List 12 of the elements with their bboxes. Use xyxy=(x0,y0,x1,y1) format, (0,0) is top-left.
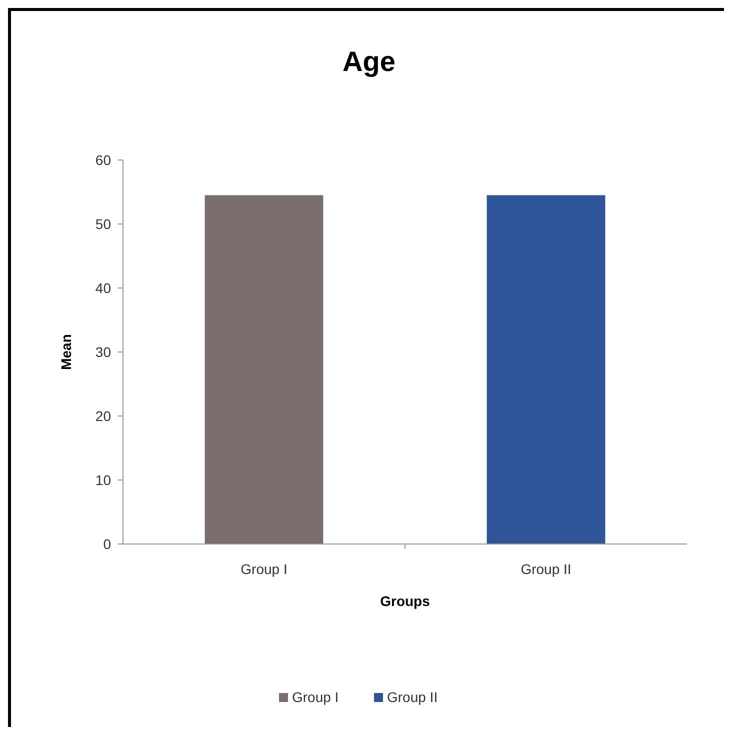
y-tick-label: 30 xyxy=(95,344,112,360)
y-tick-label: 40 xyxy=(95,280,112,296)
y-tick-label: 0 xyxy=(103,536,112,552)
y-tick-label: 60 xyxy=(95,152,112,168)
y-axis-title: Mean xyxy=(58,334,74,370)
legend-label: Group I xyxy=(292,689,339,705)
y-tick-label: 50 xyxy=(95,216,112,232)
y-tick-label: 20 xyxy=(95,408,112,424)
chart-title: Age xyxy=(342,46,396,77)
x-axis-title: Groups xyxy=(380,593,430,609)
legend-label: Group II xyxy=(387,689,438,705)
y-tick-label: 10 xyxy=(95,472,112,488)
